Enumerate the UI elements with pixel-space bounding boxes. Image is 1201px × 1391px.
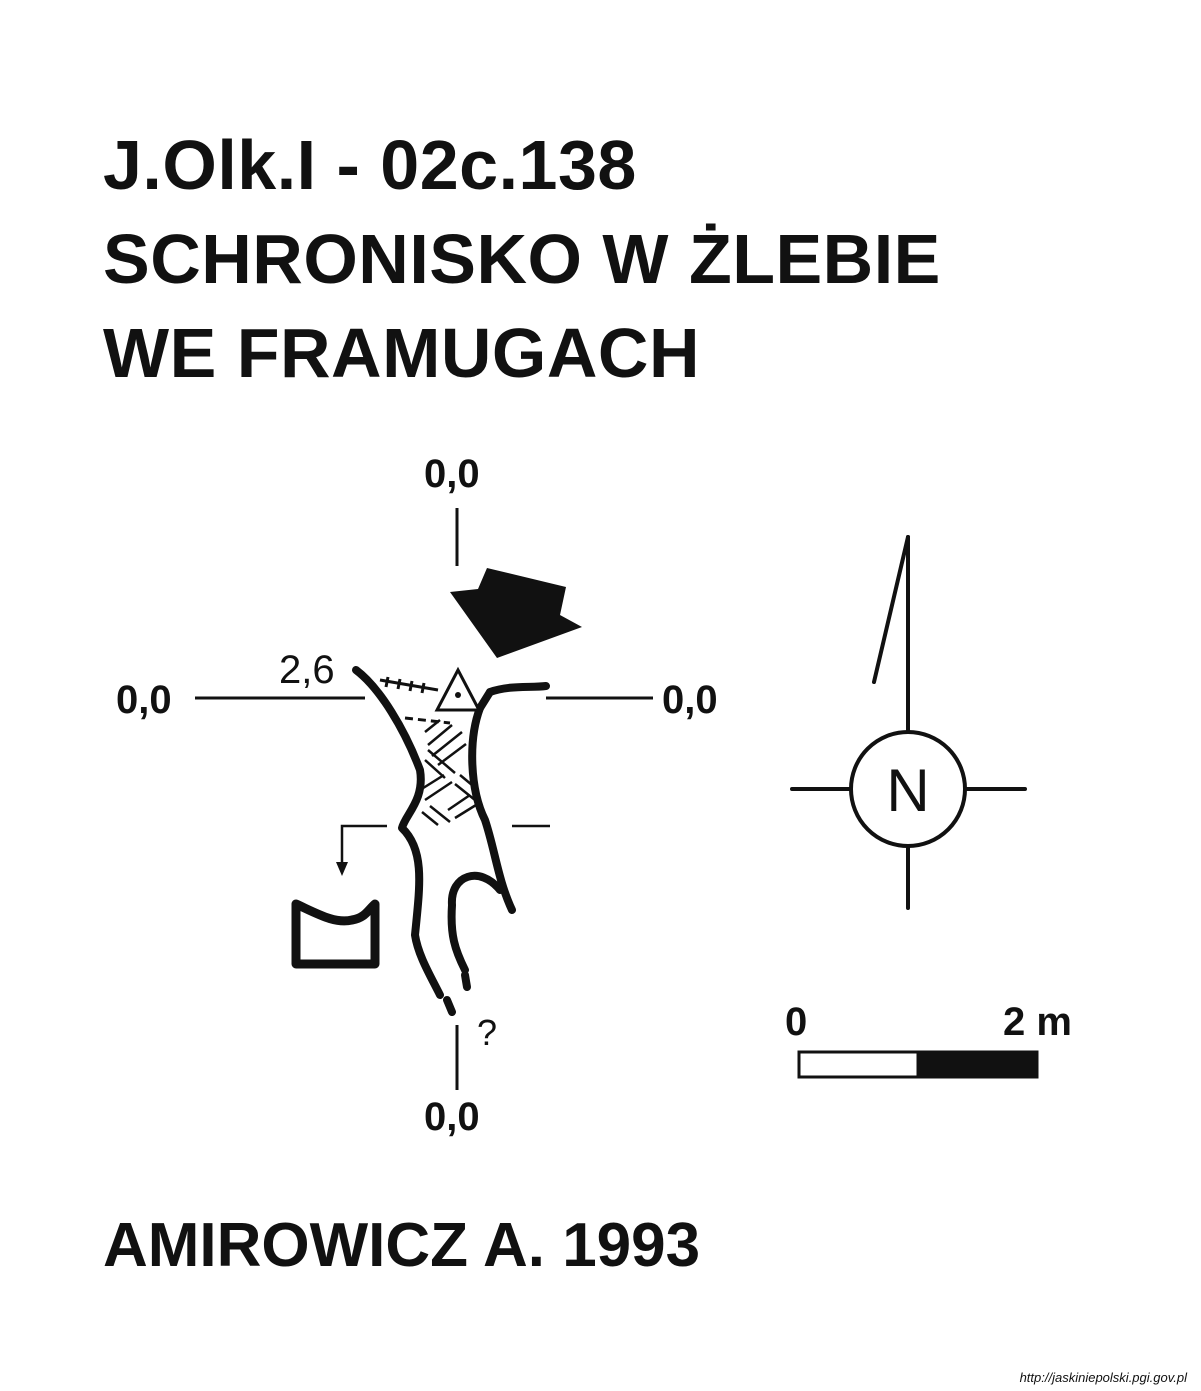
north-arrow	[790, 535, 1027, 910]
cave-wall-right	[447, 682, 550, 974]
scale-bar-black-segment	[916, 1050, 1039, 1079]
reference-label-right: 0,0	[662, 678, 718, 722]
north-arrow-barb	[872, 535, 910, 684]
section-reference-lines	[195, 508, 653, 1090]
reference-label-bottom: 0,0	[424, 1095, 480, 1139]
scale-bar	[797, 1050, 1039, 1079]
threshold-line	[404, 716, 451, 725]
north-label: N	[886, 757, 929, 824]
reference-label-top: 0,0	[424, 452, 480, 496]
author-credit: AMIROWICZ A. 1993	[103, 1211, 701, 1280]
rubble-hatching	[419, 719, 479, 826]
cave-name-title-line-1: SCHRONISKO W ŻLEBIE	[103, 220, 941, 298]
cave-walls	[352, 666, 550, 999]
source-url: http://jaskiniepolski.pgi.gov.pl	[1019, 1370, 1187, 1385]
cave-wall-left	[352, 666, 444, 999]
uncertain-continuation	[443, 971, 471, 1016]
entrance-arrow-icon	[450, 568, 582, 658]
scale-bar-start-label: 0	[785, 1000, 807, 1044]
cross-section-indicator	[340, 824, 550, 868]
cave-name-title-line-2: WE FRAMUGACH	[103, 314, 701, 392]
unknown-continuation-label: ?	[477, 1012, 497, 1053]
drip-line-ticks	[379, 676, 439, 694]
cave-id-title: J.Olk.I - 02c.138	[103, 126, 637, 204]
cross-section-arrow-icon	[336, 862, 348, 876]
survey-point-icon	[434, 666, 482, 712]
entrance-height-label: 2,6	[279, 648, 335, 692]
reference-label-left: 0,0	[116, 678, 172, 722]
cave-wall-right-segment	[476, 688, 494, 712]
north-arrow-circle	[849, 730, 967, 848]
cross-section-profile	[291, 899, 380, 969]
scale-bar-end-label: 2 m	[1003, 1000, 1072, 1044]
scale-bar-white-segment	[797, 1050, 920, 1079]
